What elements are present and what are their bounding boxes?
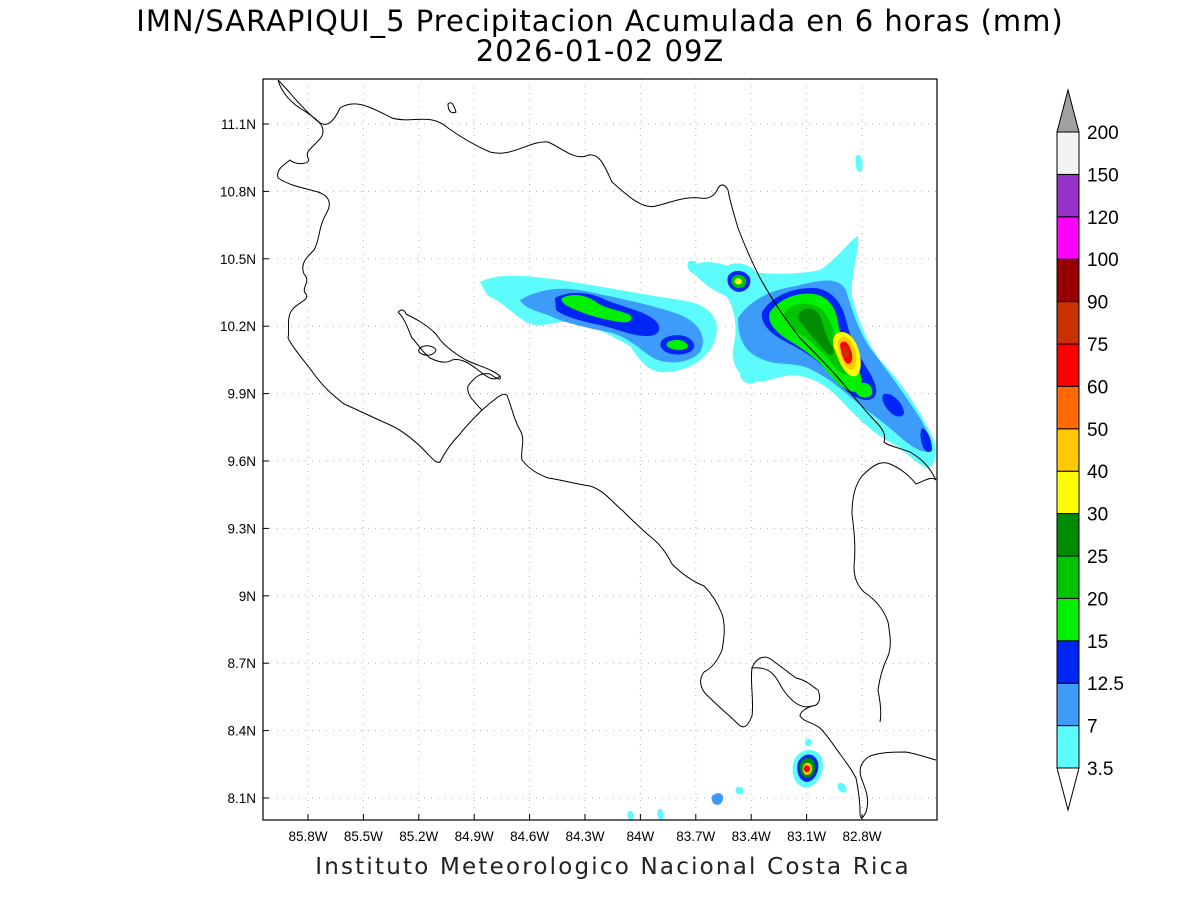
footer-credit: Instituto Meteorologico Nacional Costa R…: [315, 854, 911, 880]
precip-cell-south2: [711, 793, 724, 805]
precip-cell-north-30: [734, 278, 742, 285]
colorbar-swatch: [1056, 173, 1080, 218]
nicaragua-border: [277, 79, 729, 208]
colorbar-label: 3.5: [1087, 759, 1113, 780]
colorbar-label: 12.5: [1087, 674, 1124, 695]
colorbar-upper-extend: [1056, 88, 1080, 133]
lat-tick-label: 9N: [239, 589, 256, 604]
colorbar-swatch: [1056, 131, 1080, 175]
lon-tick-label: 83.4W: [732, 829, 771, 844]
colorbar-swatch: [1056, 428, 1080, 472]
colorbar-label: 50: [1087, 420, 1108, 441]
lat-tick-label: 8.1N: [227, 791, 256, 806]
lon-tick-label: 84.3W: [565, 829, 604, 844]
colorbar-swatch: [1056, 343, 1080, 387]
precip-cell-se3-12-5: [920, 428, 932, 452]
lon-tick-label: 84.6W: [510, 829, 549, 844]
colorbar-swatch: [1056, 385, 1080, 430]
chira-island: [418, 345, 437, 356]
precipitation-field: [480, 154, 936, 820]
map-subtitle-datetime: 2026-01-02 09Z: [475, 34, 725, 68]
lat-tick-label: 9.6N: [227, 454, 256, 469]
colorbar-label: 30: [1087, 505, 1108, 526]
precip-band-east-25: [797, 308, 834, 355]
map-title: IMN/SARAPIQUI_5 Precipitacion Acumulada …: [136, 4, 1064, 38]
plot-frame: [262, 78, 938, 821]
lat-tick-label: 11.1N: [221, 117, 256, 132]
colorbar-label: 100: [1087, 250, 1119, 271]
precip-cell-east-75: [842, 345, 849, 359]
lat-tick-label: 10.2N: [220, 319, 256, 334]
precip-cell-south3: [735, 786, 744, 795]
lat-tick-label: 9.9N: [227, 387, 256, 402]
colorbar-label: 25: [1087, 547, 1108, 568]
colorbar-label: 20: [1087, 589, 1108, 610]
lon-tick-label: 84.9W: [455, 829, 494, 844]
colorbar-lower-extend: [1056, 767, 1080, 812]
precip-cell-west-tiny: [687, 260, 699, 274]
golfo-dulce: [751, 667, 813, 708]
precip-cell-se-15: [855, 382, 873, 398]
colorbar-label: 120: [1087, 208, 1119, 229]
coastlines: [277, 79, 937, 819]
colorbar-label: 150: [1087, 165, 1119, 186]
colorbar-label: 75: [1087, 335, 1108, 356]
colorbar-label: 60: [1087, 377, 1108, 398]
lon-tick-label: 84W: [627, 829, 655, 844]
precip-cell-south6: [627, 810, 634, 820]
colorbar-swatch: [1056, 470, 1080, 515]
lon-tick-label: 85.8W: [288, 829, 327, 844]
colorbar: 3.5 7 12.5 15 20 25 30 40 50 60 75 90 100 120 150 200: [1056, 88, 1124, 812]
colorbar-label: 7: [1087, 717, 1098, 738]
lat-tick-label: 9.3N: [227, 521, 256, 536]
lat-tick-label: 10.5N: [220, 252, 256, 267]
lat-tick-label: 8.7N: [227, 656, 256, 671]
colorbar-label: 90: [1087, 293, 1108, 314]
colorbar-swatch: [1056, 258, 1080, 303]
colorbar-swatch: [1056, 597, 1080, 642]
colorbar-swatch: [1056, 682, 1080, 727]
colorbar-swatch: [1056, 513, 1080, 557]
panama-border: [851, 462, 937, 723]
colorbar-swatch: [1056, 725, 1080, 769]
colorbar-swatch: [1056, 216, 1080, 260]
axis-labels: 85.8W 85.5W 85.2W 84.9W 84.6W 84.3W 84W 83.7W 83…: [220, 117, 882, 844]
colorbar-swatch: [1056, 301, 1080, 345]
precip-band-west-15: [561, 295, 632, 323]
lat-tick-label: 8.4N: [227, 724, 256, 739]
colorbar-swatch: [1056, 640, 1080, 684]
lon-tick-label: 82.8W: [842, 829, 881, 844]
pacific-north-coast: [277, 79, 501, 463]
lon-tick-label: 85.2W: [399, 829, 438, 844]
precip-cell-se2-12-5: [882, 393, 904, 417]
precip-cell-mid-small: [740, 372, 757, 384]
colorbar-label: 200: [1087, 123, 1119, 144]
precip-cell-south-60: [803, 765, 810, 773]
nicoya-peninsula: [397, 311, 501, 380]
colorbar-label: 40: [1087, 462, 1108, 483]
lon-tick-label: 83.7W: [676, 829, 715, 844]
map-grid: [263, 79, 937, 820]
precip-cell-ne-tip-3-5: [855, 154, 863, 172]
lon-tick-label: 85.5W: [344, 829, 383, 844]
precip-cell-south5: [837, 782, 847, 793]
precip-cell-south4: [805, 738, 812, 747]
precip-cell-south7: [657, 808, 664, 820]
north-island: [447, 102, 457, 114]
precip-cell-west-b-15: [666, 339, 688, 350]
colorbar-swatch: [1056, 555, 1080, 599]
colorbar-label: 15: [1087, 632, 1108, 653]
pacific-central-coast: [481, 393, 937, 819]
lon-tick-label: 83.1W: [787, 829, 826, 844]
lat-tick-label: 10.8N: [220, 184, 256, 199]
caribbean-coast: [727, 189, 937, 481]
